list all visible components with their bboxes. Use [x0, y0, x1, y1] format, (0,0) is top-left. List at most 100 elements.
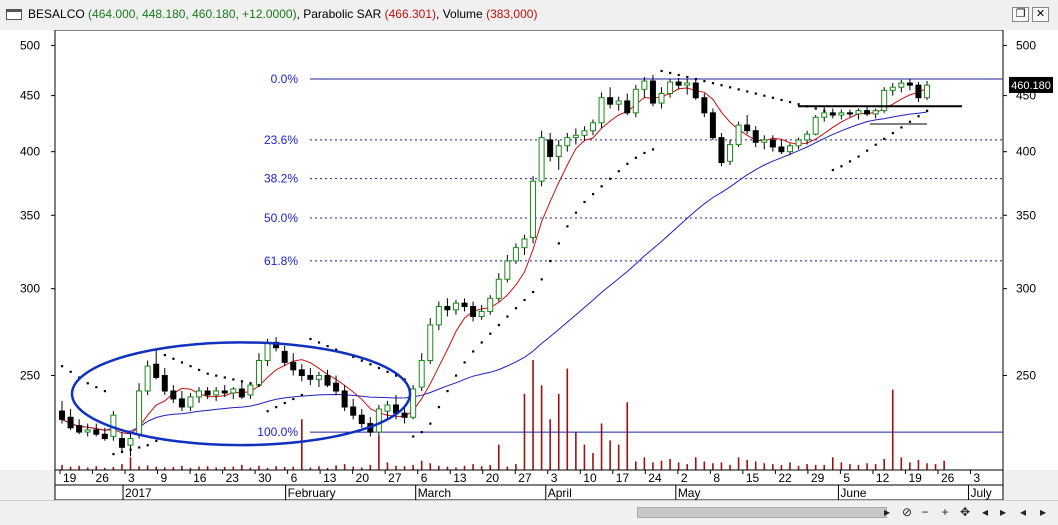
x-day-label: 29	[811, 471, 825, 485]
candle-body	[718, 137, 725, 164]
y-tick-label-left: 500	[20, 38, 40, 52]
candle-body	[555, 145, 562, 157]
candle-body	[298, 369, 305, 376]
x-month-label: April	[548, 486, 572, 500]
y-tick-label-right: 350	[1016, 208, 1036, 222]
title-separator-2: ,	[436, 7, 440, 21]
sar-dot	[703, 80, 706, 83]
fib-label: 50.0%	[264, 211, 298, 225]
sar-dot	[369, 363, 372, 366]
sar-dot	[780, 98, 783, 102]
sar-dot	[198, 368, 201, 372]
x-day-label: 27	[518, 471, 532, 485]
candle-body	[530, 180, 537, 239]
candle-body	[658, 92, 665, 104]
candle-body	[778, 146, 785, 153]
last-price-label: 460.180	[1011, 80, 1051, 92]
x-day-label: 9	[161, 471, 168, 485]
candle-body	[470, 305, 477, 317]
sar-dot	[386, 370, 389, 373]
candle-body	[358, 414, 365, 425]
sar-dot	[317, 341, 321, 344]
sar-dot	[454, 374, 458, 377]
candle-body	[444, 305, 451, 311]
sar-dot	[103, 389, 107, 393]
x-day-label: 22	[778, 471, 792, 485]
volume-label: Volume	[442, 7, 483, 21]
candle-body	[761, 139, 768, 143]
candle-body	[290, 361, 297, 371]
zoom-out-icon[interactable]: −	[921, 505, 929, 519]
arrow-right2-icon[interactable]: ▸	[1039, 505, 1047, 519]
chart-area[interactable]: 500 500 450 450 400 400 350 350 300 300 250 250 0.0%…	[0, 30, 1058, 500]
candle-body	[461, 302, 468, 307]
candle-body	[118, 438, 125, 448]
arrow-left-icon[interactable]: ◂	[981, 505, 989, 519]
scrollbar-thumb[interactable]	[637, 507, 887, 518]
x-day-label: 8	[713, 471, 720, 485]
sar-dot	[497, 323, 500, 327]
candle-body	[161, 374, 168, 392]
candle-body	[692, 82, 699, 99]
candle-body	[341, 390, 348, 408]
candle-body	[727, 144, 734, 162]
zoom-in-icon[interactable]: +	[941, 505, 949, 519]
candle-body	[915, 84, 922, 99]
sar-dot	[138, 446, 141, 449]
candle-body	[581, 130, 588, 136]
chart-window-icon	[6, 9, 22, 20]
sar-dot	[352, 355, 355, 359]
arrow-left2-icon[interactable]: ◂	[1019, 505, 1027, 519]
sar-dot	[900, 126, 903, 129]
y-tick-label-left: 250	[20, 368, 40, 382]
candle-body	[187, 396, 194, 408]
candle-body	[333, 382, 340, 392]
scroll-arrow-right-icon[interactable]: ▸	[883, 505, 891, 519]
sar-dot	[549, 259, 552, 263]
x-month-label: May	[678, 486, 701, 500]
sar-dot	[257, 384, 261, 387]
x-day-label: 13	[453, 471, 467, 485]
candle-body	[153, 363, 160, 378]
x-day-label: 13	[323, 471, 337, 485]
sar-dot	[746, 90, 749, 93]
sar-dot	[523, 298, 526, 302]
candle-body	[804, 133, 811, 141]
candle-body	[898, 82, 905, 88]
candle-body	[255, 360, 262, 386]
x-day-label: 16	[193, 471, 207, 485]
sar-dot	[180, 361, 184, 364]
sar-dot	[874, 143, 877, 146]
restore-window-button[interactable]: ❐	[1012, 7, 1029, 22]
candle-body	[435, 305, 442, 326]
x-month-label: March	[418, 486, 451, 500]
pan-icon[interactable]: ✥	[959, 505, 971, 519]
sar-dot	[489, 332, 492, 335]
sar-dot	[463, 361, 466, 364]
fib-label: 23.6%	[264, 133, 298, 147]
sar-dot	[249, 382, 252, 385]
sar-dot	[232, 378, 235, 381]
candle-body	[624, 100, 631, 114]
candle-body	[881, 89, 888, 112]
fib-label: 0.0%	[271, 72, 299, 86]
candle-body	[547, 139, 554, 157]
plot-frame	[54, 30, 1004, 471]
chart-scrollbar[interactable]: ▸ ⊘ − + ✥ ◂ ▸ ◂ ▸	[0, 500, 1058, 525]
candle-body	[538, 137, 545, 182]
sar-dot	[660, 69, 663, 73]
sar-dot	[557, 242, 560, 245]
sar-dot	[309, 337, 312, 341]
sar-dot	[129, 448, 132, 451]
candle-body	[889, 86, 896, 91]
sar-dot	[908, 120, 912, 123]
arrow-right-icon[interactable]: ▸	[999, 505, 1007, 519]
sar-dot	[506, 315, 509, 318]
link-icon[interactable]: ⊘	[901, 505, 913, 519]
close-window-button[interactable]: ✕	[1032, 7, 1049, 22]
candle-body	[752, 130, 759, 143]
candle-body	[615, 100, 622, 105]
sar-dot	[720, 84, 723, 87]
sar-dot	[532, 290, 535, 294]
